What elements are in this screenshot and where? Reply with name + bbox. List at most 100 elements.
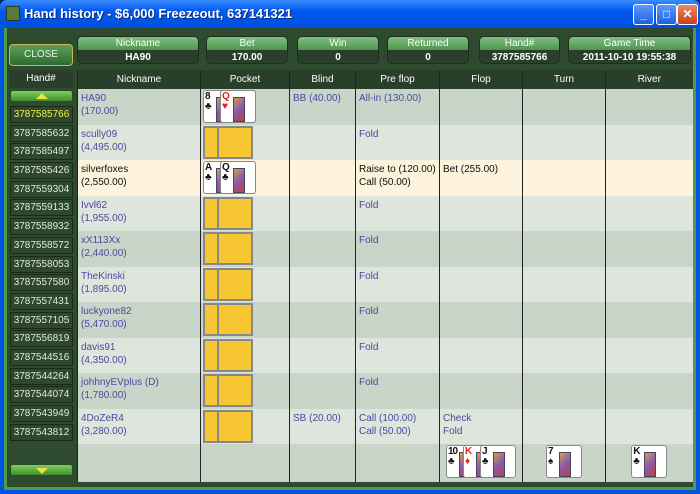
card-back <box>217 409 253 443</box>
column-header-blind[interactable]: Blind <box>289 70 356 89</box>
card-back <box>203 232 217 265</box>
hand-list-item[interactable]: 3787559304 <box>10 180 73 198</box>
table-row[interactable]: xX113Xx (2,440.00) Fold <box>77 231 693 267</box>
table-row[interactable]: Ivvl62 (1,955.00) Fold <box>77 195 693 231</box>
player-stack: (2,550.00) <box>81 177 127 188</box>
summary-gametime-field: Game Time 2011-10-10 19:55:38 <box>568 36 691 64</box>
preflop-cell: Fold <box>355 373 440 409</box>
table-row[interactable]: silverfoxes (2,550.00) A ♣ Q ♣ Raise to (120.0… <box>77 160 693 196</box>
board-turn-cell: 7 ♠ <box>522 444 606 482</box>
river-cell <box>605 231 693 267</box>
player-name: Ivvl62 <box>81 199 108 211</box>
nickname-cell: xX113Xx (2,440.00) <box>77 231 201 267</box>
summary-value: 0 <box>388 50 468 63</box>
title-bar[interactable]: Hand history - $6,000 Freezeout, 6371413… <box>0 0 700 28</box>
hand-list-item[interactable]: 3787557431 <box>10 292 73 310</box>
column-header-pre-flop[interactable]: Pre flop <box>355 70 440 89</box>
hand-list-item[interactable]: 3787543812 <box>10 423 73 441</box>
flop-cell <box>439 373 523 409</box>
flop-cell <box>439 337 523 373</box>
card-suit-icon: ♦ <box>465 456 471 467</box>
card-rank: A <box>205 162 212 173</box>
nickname-cell: TheKinski (1,895.00) <box>77 266 201 302</box>
card-suit-icon: ♣ <box>205 101 212 112</box>
table-row[interactable]: TheKinski (1,895.00) Fold <box>77 266 693 302</box>
table-row[interactable]: luckyone82 (5,470.00) Fold <box>77 302 693 338</box>
table-row[interactable]: davis91 (4,350.00) Fold <box>77 337 693 373</box>
flop-cell <box>439 231 523 267</box>
card-face <box>644 452 657 477</box>
pocket-cell: A ♣ Q ♣ <box>200 160 290 196</box>
column-header-nickname[interactable]: Nickname <box>77 70 201 89</box>
table-row[interactable]: johhnyEVplus (D) (1,780.00) Fold <box>77 373 693 409</box>
preflop-cell: Fold <box>355 302 440 338</box>
close-button[interactable]: CLOSE <box>9 44 73 66</box>
hand-list-item[interactable]: 3787556819 <box>10 330 73 348</box>
summary-value: 2011-10-10 19:55:38 <box>569 50 690 63</box>
pocket-cell <box>200 195 290 231</box>
preflop-cell: Fold <box>355 231 440 267</box>
hand-list-item[interactable]: 3787543949 <box>10 405 73 422</box>
hand-list-item[interactable]: 3787557580 <box>10 274 73 292</box>
summary-bet-field: Bet 170.00 <box>206 36 288 64</box>
close-window-button[interactable]: ✕ <box>677 4 698 25</box>
card-suit-icon: ♣ <box>222 172 229 183</box>
pocket-cell <box>200 124 290 160</box>
table-row[interactable]: 4DoZeR4 (3,280.00) SB (20.00) Call (100.00)… <box>77 408 693 444</box>
column-header-turn[interactable]: Turn <box>522 70 606 89</box>
minimize-button[interactable]: _ <box>633 4 654 25</box>
nickname-cell: johhnyEVplus (D) (1,780.00) <box>77 373 201 409</box>
playing-card: K ♣ <box>631 445 668 478</box>
card-back <box>203 303 217 336</box>
player-name: luckyone82 <box>81 306 132 317</box>
column-header-river[interactable]: River <box>605 70 693 89</box>
player-name: HA90 <box>81 93 107 104</box>
hand-list-item[interactable]: 3787559133 <box>10 199 73 217</box>
player-name: 4DoZeR4 <box>81 412 124 424</box>
card-back <box>203 409 217 443</box>
hand-list-item[interactable]: 3787544516 <box>10 348 73 366</box>
card-rank: J <box>482 446 487 457</box>
card-back <box>217 338 253 372</box>
card-rank: K <box>465 446 472 457</box>
board-row: 10 ♣ K ♦ J ♣ 7 ♠ K ♣ <box>77 444 693 482</box>
hand-list-item[interactable]: 3787557105 <box>10 311 73 329</box>
player-stack: (1,895.00) <box>81 283 127 295</box>
summary-label: Returned <box>388 37 468 50</box>
card-face <box>559 452 571 477</box>
hand-list-item[interactable]: 3787558053 <box>10 255 73 273</box>
action-line: Bet (255.00) <box>443 164 499 175</box>
turn-cell <box>522 408 606 444</box>
table-row[interactable]: HA90 (170.00) 8 ♣ Q ♥ BB (40.00) All-in (130.00… <box>77 89 693 125</box>
column-header-pocket[interactable]: Pocket <box>200 70 290 89</box>
scroll-down-button[interactable] <box>10 464 73 476</box>
hand-list-item[interactable]: 3787558932 <box>10 218 73 236</box>
hand-list-item[interactable]: 3787544074 <box>10 386 73 404</box>
blind-cell <box>289 266 356 302</box>
board-flop-cell: 10 ♣ K ♦ J ♣ <box>439 444 523 482</box>
preflop-cell: Call (100.00) Call (50.00) <box>355 408 440 444</box>
maximize-button[interactable]: □ <box>656 4 677 25</box>
table-row[interactable]: scully09 (4,495.00) Fold <box>77 124 693 160</box>
blind-cell <box>289 373 356 409</box>
card-suit-icon: ♣ <box>205 172 212 183</box>
window-title: Hand history - $6,000 Freezeout, 6371413… <box>24 6 293 21</box>
hand-list-item[interactable]: 3787585426 <box>10 162 73 180</box>
empty-cell <box>289 444 356 482</box>
board-river-cell: K ♣ <box>605 444 693 482</box>
action-line: Call (100.00) <box>359 412 417 424</box>
nickname-cell: Ivvl62 (1,955.00) <box>77 195 201 231</box>
card-suit-icon: ♣ <box>448 456 455 467</box>
scroll-up-button[interactable] <box>10 90 73 102</box>
column-header-flop[interactable]: Flop <box>439 70 523 89</box>
hand-list-item[interactable]: 3787558572 <box>10 236 73 254</box>
turn-cell <box>522 231 606 267</box>
playing-card: J ♣ <box>480 445 516 478</box>
player-name: johhnyEVplus (D) <box>81 377 159 388</box>
hand-list-item[interactable]: 3787585766 <box>10 106 73 123</box>
pocket-cell <box>200 373 290 409</box>
hand-list-item[interactable]: 3787544264 <box>10 367 73 385</box>
hand-list-item[interactable]: 3787585497 <box>10 143 73 161</box>
hand-list-item[interactable]: 3787585632 <box>10 124 73 142</box>
empty-cell <box>355 444 440 482</box>
